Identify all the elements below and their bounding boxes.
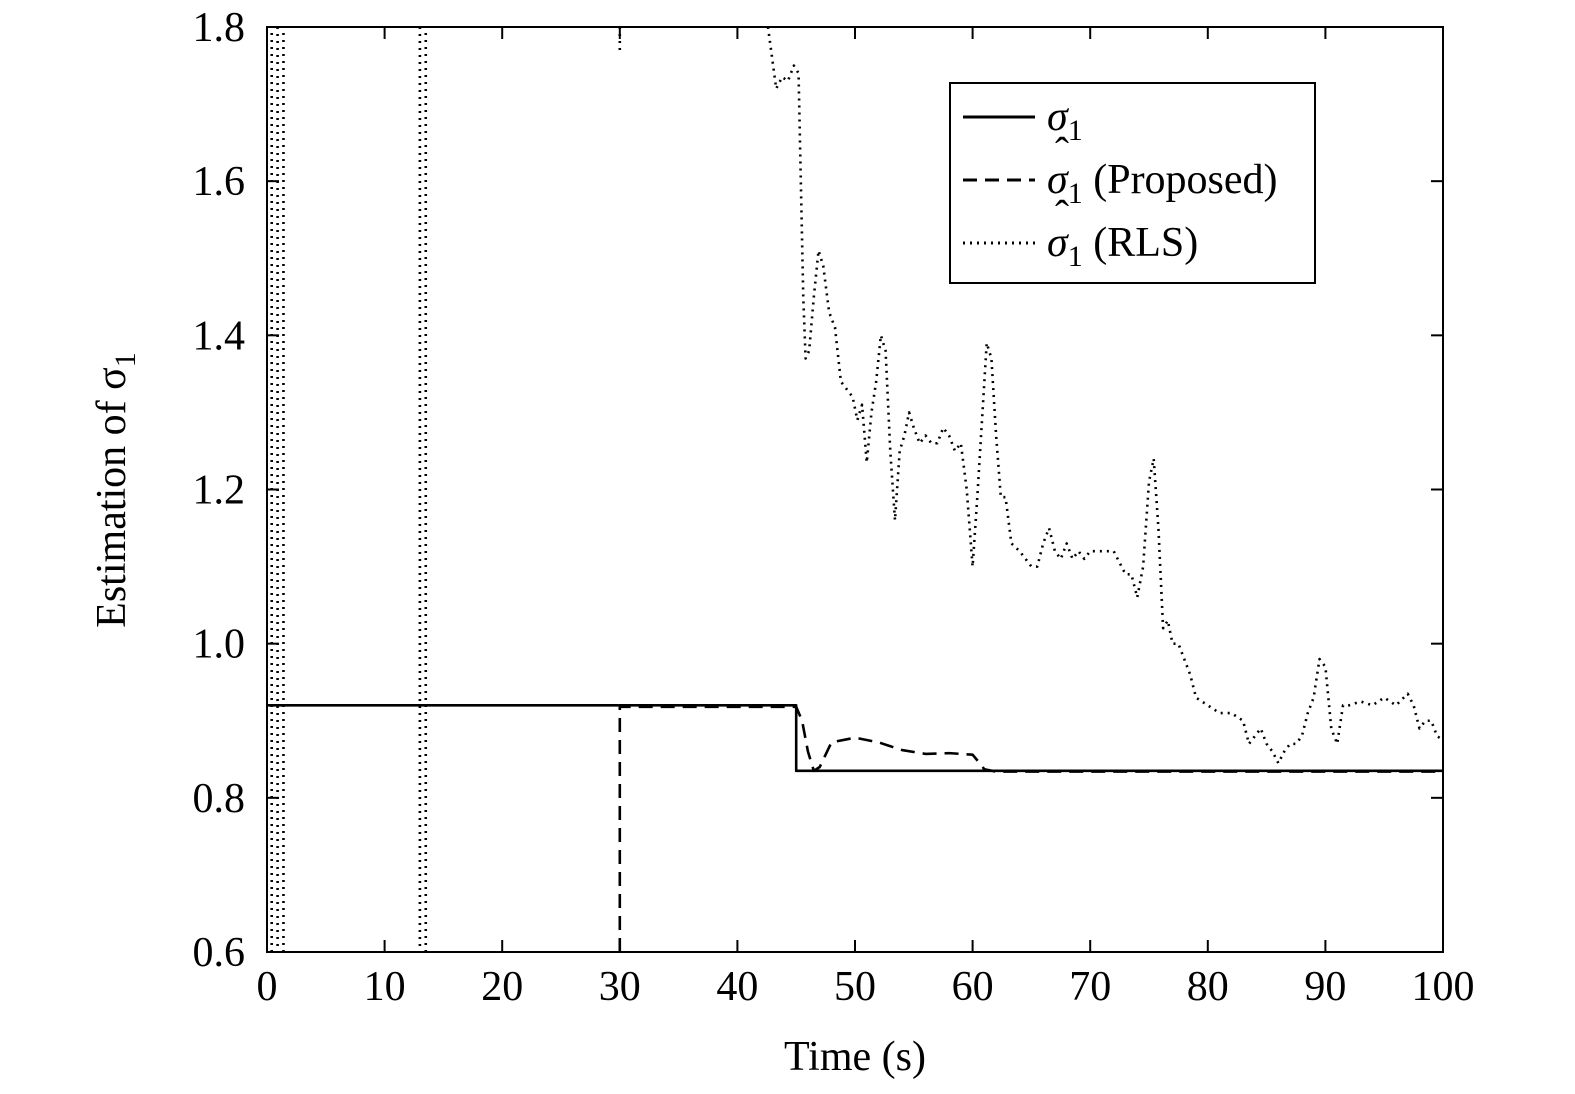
series-line-proposed — [618, 705, 1443, 952]
series-line-sigma — [267, 704, 1443, 773]
x-tick-label: 50 — [834, 964, 876, 1010]
x-tick-label: 100 — [1412, 964, 1475, 1010]
x-tick-label: 30 — [599, 964, 641, 1010]
y-axis-label-subscript: 1 — [109, 352, 142, 367]
plot-frame — [266, 26, 1444, 953]
y-axis-label-main: Estimation of σ — [89, 367, 135, 628]
y-axis-label-group: Estimation of σ1 — [89, 352, 142, 628]
y-tick-label: 1.2 — [193, 468, 246, 514]
x-tick-label: 70 — [1069, 964, 1111, 1010]
legend-label-sigma: σ1 — [1047, 94, 1083, 147]
ticks-layer: 0 10 20 30 40 50 60 70 80 90 100 0.6 0.8 1.0 1.2 1.4 1.6… — [193, 5, 1475, 1010]
x-tick-label: 80 — [1187, 964, 1229, 1010]
x-tick-label: 90 — [1304, 964, 1346, 1010]
x-tick-label: 0 — [257, 964, 278, 1010]
legend-label-proposed: σ1 (Proposed) — [1047, 157, 1278, 210]
x-tick-label: 40 — [716, 964, 758, 1010]
y-tick-label: 1.0 — [193, 622, 246, 668]
y-axis-label: Estimation of σ1 — [89, 352, 142, 628]
series-line-rls — [766, 27, 1443, 765]
x-tick-label: 20 — [481, 964, 523, 1010]
legend-hat-rls: ˆ — [1055, 193, 1069, 239]
legend-label-rls: σ1 (RLS) — [1047, 220, 1198, 273]
y-tick-label: 0.8 — [193, 776, 246, 822]
y-tick-label: 1.4 — [193, 313, 246, 359]
y-tick-label: 0.6 — [193, 930, 246, 976]
x-tick-label: 60 — [952, 964, 994, 1010]
y-tick-label: 1.8 — [193, 5, 246, 51]
x-tick-label: 10 — [364, 964, 406, 1010]
legend-hat-proposed: ˆ — [1055, 130, 1069, 176]
y-tick-label: 1.6 — [193, 159, 246, 205]
x-axis-label: Time (s) — [784, 1034, 926, 1080]
legend: σ1 σ1 (Proposed) ˆ σ1 (RLS) ˆ — [949, 82, 1316, 284]
